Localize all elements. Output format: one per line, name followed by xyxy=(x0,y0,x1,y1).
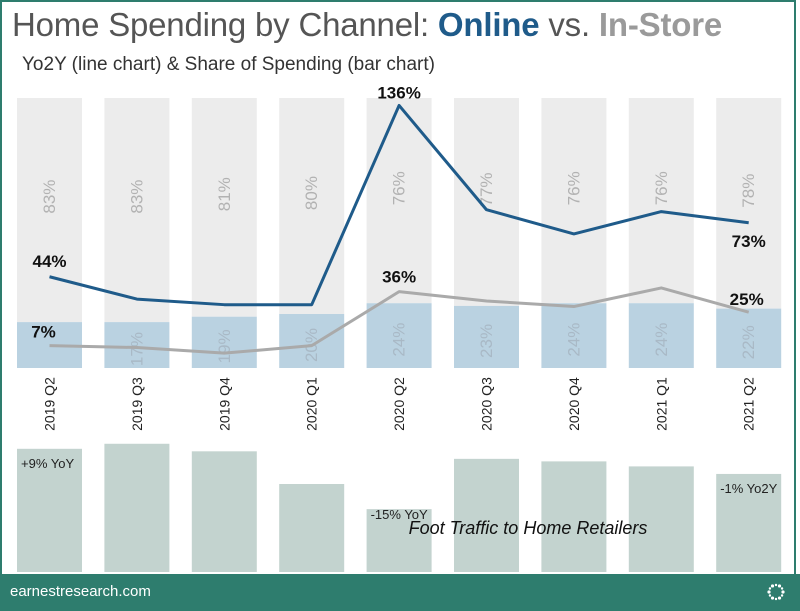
logo-dot xyxy=(767,590,771,594)
online-share-label: 24% xyxy=(390,323,409,357)
online-yoy-line-point-label: 44% xyxy=(32,252,66,271)
instore-share-bar xyxy=(716,98,782,309)
online-share-label: 24% xyxy=(652,323,671,357)
instore-share-bar xyxy=(628,98,694,304)
online-share-bar xyxy=(104,322,170,368)
title-instore: In-Store xyxy=(598,6,722,43)
logo-dot xyxy=(777,584,782,588)
foot-traffic-bar xyxy=(454,458,519,572)
online-share-bar xyxy=(279,314,345,368)
instore-share-label: 76% xyxy=(652,171,671,205)
online-yoy-line xyxy=(49,103,749,307)
foot-traffic-bar xyxy=(104,443,170,572)
footer-bar: earnestresearch.com xyxy=(0,574,800,611)
logo-dot xyxy=(774,583,778,587)
logo-dot xyxy=(770,596,775,600)
online-share-label: 19% xyxy=(215,329,234,363)
online-share-bar xyxy=(541,303,607,368)
foot-traffic-bar xyxy=(716,473,782,572)
category-tick-label: 2020 Q2 xyxy=(391,377,407,431)
instore-share-label: 81% xyxy=(215,177,234,211)
online-share-label: 23% xyxy=(477,324,496,358)
logo-dot xyxy=(768,594,772,597)
category-tick-label: 2021 Q2 xyxy=(741,377,757,431)
instore-share-label: 76% xyxy=(390,171,409,205)
foot-traffic-title: Foot Traffic to Home Retailers xyxy=(409,518,648,538)
footer-site-link[interactable]: earnestresearch.com xyxy=(10,583,151,600)
online-share-bar xyxy=(716,308,782,368)
logo-dot xyxy=(781,590,785,594)
category-tick-label: 2020 Q4 xyxy=(566,377,582,431)
online-yoy-line-point-label: 73% xyxy=(732,232,766,251)
category-tick-label: 2020 Q3 xyxy=(479,377,495,431)
foot-traffic-value-label: +9% YoY xyxy=(21,456,74,471)
online-share-bar xyxy=(454,305,519,368)
category-tick-label: 2019 Q2 xyxy=(42,377,58,431)
foot-traffic-value-label: -15% YoY xyxy=(371,507,428,522)
instore-share-bar xyxy=(104,98,170,323)
category-tick-label: 2019 Q4 xyxy=(216,377,232,431)
chart-frame xyxy=(0,0,796,574)
logo-dot xyxy=(777,596,782,600)
instore-share-label: 83% xyxy=(127,180,146,214)
instore-yoy-line-point-label: 25% xyxy=(730,290,764,309)
instore-share-bar xyxy=(279,98,345,314)
instore-share-label: 80% xyxy=(302,176,321,210)
online-share-bar xyxy=(628,303,694,368)
online-share-label: 17% xyxy=(127,332,146,366)
foot-traffic-bar xyxy=(279,484,345,572)
sunburst-logo-icon xyxy=(767,583,785,601)
foot-traffic-value-label: -1% Yo2Y xyxy=(720,481,777,496)
logo-dot xyxy=(770,584,775,588)
instore-share-bar xyxy=(454,98,519,306)
chart-canvas: 83% 2019 Q2 83% 17% 2019 Q3 81% 19% 2019 Q4 80% 2… xyxy=(17,83,782,572)
online-share-bar xyxy=(366,303,432,368)
online-share-bar xyxy=(191,316,257,368)
instore-share-label: 78% xyxy=(739,174,758,208)
logo-dot xyxy=(780,587,784,590)
category-tick-label: 2019 Q3 xyxy=(129,377,145,431)
foot-traffic-bar xyxy=(17,448,82,572)
logo-dot xyxy=(780,594,784,597)
instore-share-bar xyxy=(191,98,257,317)
title-online: Online xyxy=(437,6,540,43)
instore-share-label: 77% xyxy=(477,172,496,206)
online-yoy-line-point-label: 136% xyxy=(377,83,420,102)
category-tick-label: 2021 Q1 xyxy=(653,377,669,431)
instore-yoy-line-point-label: 7% xyxy=(31,323,56,342)
instore-share-label: 76% xyxy=(564,171,583,205)
instore-share-bar xyxy=(17,98,82,323)
category-tick-label: 2020 Q1 xyxy=(304,377,320,431)
online-share-label: 22% xyxy=(739,325,758,359)
instore-yoy-line xyxy=(49,286,750,355)
foot-traffic-bar xyxy=(541,461,607,572)
logo-dot xyxy=(768,587,772,590)
instore-share-label: 83% xyxy=(40,180,59,214)
online-share-label: 24% xyxy=(564,323,583,357)
foot-traffic-bar xyxy=(628,466,694,572)
foot-traffic-bar xyxy=(366,509,432,572)
foot-traffic-bar xyxy=(191,451,257,572)
logo-dot xyxy=(774,597,778,601)
chart-title: Home Spending by Channel: Online vs. In-… xyxy=(12,6,722,43)
instore-share-bar xyxy=(541,98,607,304)
instore-yoy-line-point-label: 36% xyxy=(382,268,416,287)
chart-subtitle: Yo2Y (line chart) & Share of Spending (b… xyxy=(22,54,435,75)
